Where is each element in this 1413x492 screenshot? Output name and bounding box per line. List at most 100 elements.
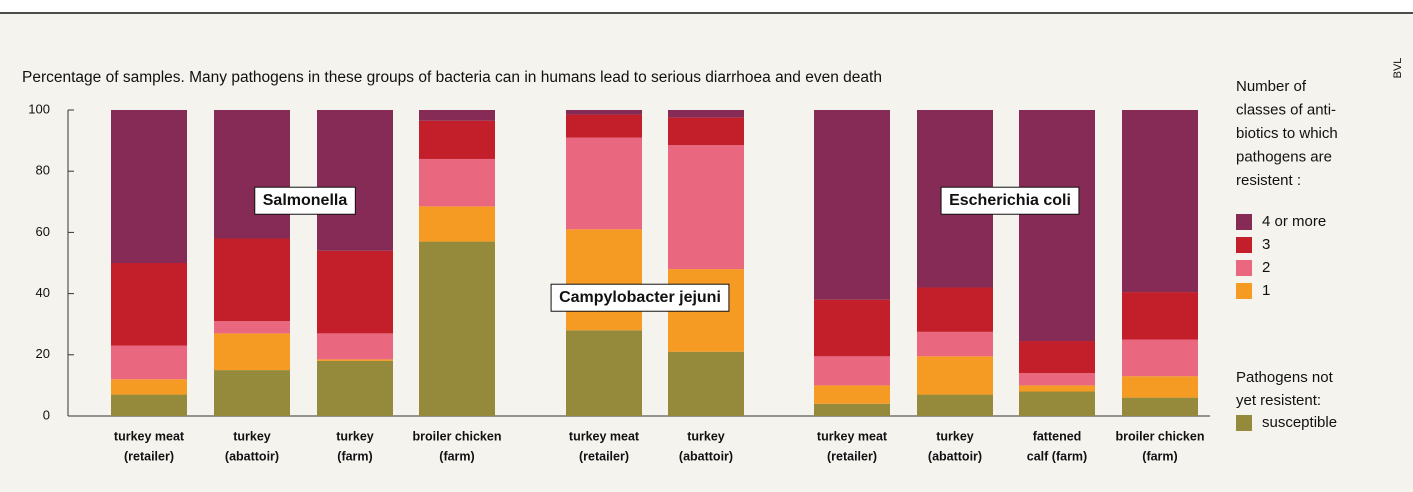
x-tick-label: (abattoir) [225,449,279,463]
bar-segment [668,110,744,118]
x-tick-label: calf (farm) [1027,449,1087,463]
bar-segment [1019,391,1095,416]
x-tick-label: (abattoir) [679,449,733,463]
bar-segment [1019,373,1095,386]
bar-segment [214,370,290,416]
bar-segment [1122,110,1198,293]
bar-segment [1019,385,1095,392]
x-tick-label: turkey [936,429,974,443]
bar-segment [668,117,744,146]
legend-swatch [1236,415,1252,431]
x-tick-label: (farm) [1142,449,1177,463]
legend-title: yet resistent: [1236,392,1321,409]
x-tick-label: turkey meat [569,429,640,443]
x-tick-label: turkey meat [114,429,185,443]
bar-segment [814,299,890,357]
bar-segment [1122,397,1198,416]
y-tick-label: 0 [43,407,50,422]
group-label: Escherichia coli [949,192,1071,209]
legend-title: pathogens are [1236,148,1332,165]
bar-segment [1122,339,1198,377]
y-tick-label: 80 [36,163,50,178]
x-tick-label: (retailer) [579,449,629,463]
legend-label: 2 [1262,259,1270,276]
bar-segment [1019,341,1095,374]
bar-segment [419,120,495,159]
bar-segment [214,110,290,239]
bar-segment [814,403,890,416]
x-tick-label: (retailer) [124,449,174,463]
bar-segment [566,114,642,138]
legend-label: 4 or more [1262,213,1326,230]
bar-segment [317,110,393,251]
bar-segment [317,359,393,361]
y-tick-label: 20 [36,346,50,361]
bar-segment [566,137,642,230]
x-tick-label: turkey meat [817,429,888,443]
x-tick-label: (farm) [439,449,474,463]
bar-segment [814,356,890,386]
bar-segment [111,394,187,416]
bar-segment [917,331,993,357]
bar-segment [566,110,642,115]
bar-segment [111,345,187,380]
bar-segment [1122,376,1198,398]
legend-title: Pathogens not [1236,369,1334,386]
chart-title: Percentage of samples. Many pathogens in… [22,69,882,86]
bar-segment [214,333,290,371]
group-label: Salmonella [263,192,348,209]
group-label-box [550,283,730,312]
bar-segment [668,145,744,270]
bar-segment [111,263,187,346]
group-label: Campylobacter jejuni [559,289,721,306]
x-tick-label: turkey [233,429,271,443]
y-tick-label: 100 [28,101,50,116]
bar-segment [566,330,642,416]
bar-segment [917,287,993,332]
bar-segment [814,385,890,404]
bar-segment [814,110,890,300]
legend-title: biotics to which [1236,125,1338,142]
x-tick-label: broiler chicken [413,429,502,443]
legend-label: 3 [1262,236,1270,253]
bar-segment [419,158,495,207]
legend-label: 1 [1262,282,1270,299]
legend-title: resistent : [1236,172,1301,189]
bar-segment [917,394,993,416]
group-label-box [940,186,1080,215]
x-tick-label: turkey [336,429,374,443]
legend-title: Number of [1236,78,1307,95]
bar-segment [317,250,393,334]
bar-segment [419,241,495,416]
legend-label: susceptible [1262,414,1337,431]
x-tick-label: turkey [687,429,725,443]
x-tick-label: fattened [1033,429,1082,443]
y-tick-label: 40 [36,285,50,300]
y-tick-label: 60 [36,224,50,239]
legend-swatch [1236,283,1252,299]
bar-segment [566,229,642,331]
bar-segment [214,238,290,322]
bar-segment [111,110,187,263]
bar-segment [668,351,744,416]
legend-swatch [1236,260,1252,276]
bar-segment [111,379,187,395]
bar-segment [1019,110,1095,342]
bar-segment [214,321,290,334]
x-tick-label: (retailer) [827,449,877,463]
bar-segment [317,333,393,360]
legend-swatch [1236,214,1252,230]
group-label-box [254,186,356,215]
bar-segment [317,360,393,416]
bar-segment [419,110,495,121]
x-tick-label: (farm) [337,449,372,463]
x-tick-label: (abattoir) [928,449,982,463]
bar-segment [917,356,993,395]
bar-segment [419,206,495,242]
legend-swatch [1236,237,1252,253]
x-tick-label: broiler chicken [1116,429,1205,443]
bar-segment [1122,292,1198,340]
source: BVL [1392,58,1404,79]
legend-title: classes of anti- [1236,101,1336,118]
